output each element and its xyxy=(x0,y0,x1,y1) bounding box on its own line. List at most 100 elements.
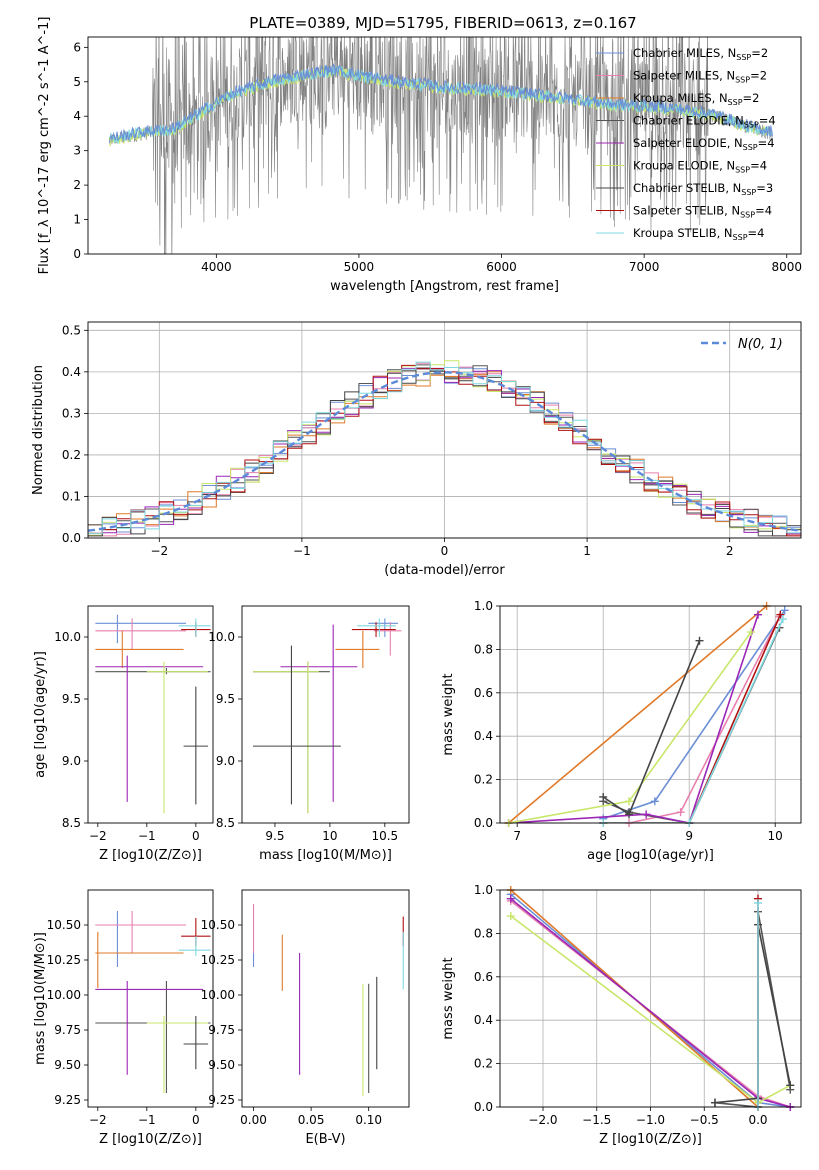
x-tick-label: 0 xyxy=(441,544,449,558)
legend-label: N(0, 1) xyxy=(738,337,783,352)
y-tick-label: 0.2 xyxy=(62,448,81,462)
y-tick-label: 9.25 xyxy=(54,1093,81,1107)
x-tick-label: −1.5 xyxy=(582,1113,611,1127)
x-tick-label: 0 xyxy=(192,1113,200,1127)
legend-label-suffix: =4 xyxy=(748,226,765,240)
x-tick-label: 9.5 xyxy=(265,829,284,843)
legend-label-suffix: =2 xyxy=(743,91,760,105)
series-point xyxy=(625,797,633,806)
legend-label-text: Kroupa ELODIE, N xyxy=(633,159,735,173)
legend-label-suffix: =3 xyxy=(756,181,773,195)
axes-mass-weight-vs-age: 7 8 9 10 0.0 0.2 0.4 0.6 0.8 1.0 age [log10(age/yr… xyxy=(441,599,801,863)
axes-frame xyxy=(499,605,802,824)
normal-curve xyxy=(87,371,802,532)
series-point xyxy=(711,1098,719,1107)
x-tick-label: −0.5 xyxy=(690,1113,719,1127)
legend-label-text: Salpeter ELODIE, N xyxy=(633,136,743,150)
y-tick-label: 9.25 xyxy=(208,1093,235,1107)
x-tick-label: 10 xyxy=(768,829,783,843)
y-tick-label: 10.00 xyxy=(201,988,235,1002)
y-axis-label: age [log10(age/yr)] xyxy=(33,651,48,778)
legend-label-suffix: =4 xyxy=(758,136,775,150)
x-tick-label: 0.10 xyxy=(355,1113,382,1127)
y-tick-label: 0.6 xyxy=(474,686,493,700)
y-tick-label: 0.6 xyxy=(474,970,493,984)
series-point xyxy=(650,797,659,806)
axes-frame xyxy=(87,321,802,539)
y-tick-label: 8.5 xyxy=(216,816,235,830)
x-tick-label: −1 xyxy=(293,544,311,558)
y-tick-label: 9.50 xyxy=(208,1058,235,1072)
series-line xyxy=(602,640,701,816)
y-tick-label: 10.25 xyxy=(47,953,81,967)
legend-label-sub: SSP xyxy=(744,121,759,130)
axes-frame xyxy=(241,889,410,1108)
x-tick-label: 6000 xyxy=(486,260,517,274)
x-tick-label: 8000 xyxy=(771,260,802,274)
legend-label-suffix: =2 xyxy=(750,69,767,83)
legend-label: Kroupa MILES, NSSP=2 xyxy=(633,91,759,107)
x-axis-label: mass [log10(M/M⊙)] xyxy=(259,848,392,863)
y-axis-label: mass weight xyxy=(441,957,456,1039)
axes-frame xyxy=(499,889,802,1108)
axes-age-vs-mass: 9.5 10 10.5 8.5 9.0 9.5 10.0 mass [log10(M/M⊙)] xyxy=(208,618,402,863)
legend-label-text: Chabrier ELODIE, N xyxy=(633,114,744,128)
legend-label: Chabrier ELODIE, NSSP=4 xyxy=(633,114,776,130)
series-point xyxy=(754,610,762,619)
y-tick-label: 0.4 xyxy=(474,1013,493,1027)
series-point xyxy=(778,615,787,624)
legend-label: Salpeter ELODIE, NSSP=4 xyxy=(633,136,775,152)
y-tick-label: 9.0 xyxy=(216,754,235,768)
legend-label-sub: SSP xyxy=(740,211,755,220)
series-point xyxy=(786,1081,795,1090)
legend-label-text: Salpeter STELIB, N xyxy=(633,204,740,218)
series-point xyxy=(642,810,651,819)
x-tick-label: −2 xyxy=(89,829,107,843)
series-line xyxy=(603,618,784,823)
legend-label: Chabrier STELIB, NSSP=3 xyxy=(633,181,773,197)
x-axis-label: Z [log10(Z/Z⊙)] xyxy=(99,848,202,863)
y-tick-label: 9.75 xyxy=(54,1023,81,1037)
y-tick-label: 9.75 xyxy=(208,1023,235,1037)
legend-label-suffix: =4 xyxy=(750,159,767,173)
y-tick-label: 0.1 xyxy=(62,489,81,503)
series-point xyxy=(625,810,633,819)
x-tick-label: 10.5 xyxy=(371,829,398,843)
x-tick-label: 8 xyxy=(599,829,607,843)
hist-step-line xyxy=(88,360,801,536)
model-spectrum-line xyxy=(108,63,773,144)
x-tick-label: 1 xyxy=(583,544,591,558)
axes-frame xyxy=(87,36,802,255)
y-tick-label: 3 xyxy=(73,144,81,158)
x-tick-label: −1.0 xyxy=(636,1113,665,1127)
y-tick-label: 10.50 xyxy=(201,918,235,932)
y-tick-label: 9.5 xyxy=(62,692,81,706)
legend-label-sub: SSP xyxy=(735,166,750,175)
x-axis-label: Z [log10(Z/Z⊙)] xyxy=(599,1132,702,1147)
y-tick-label: 10.0 xyxy=(54,630,81,644)
y-axis-label: Flux [f_λ 10^-17 erg cm^-2 s^-1 A^-1] xyxy=(37,17,52,275)
legend-label-suffix: =4 xyxy=(759,114,776,128)
y-tick-label: 0.0 xyxy=(474,816,493,830)
y-tick-label: 6 xyxy=(73,40,81,54)
legend-label-text: Chabrier MILES, N xyxy=(633,46,736,60)
data-spectrum-line xyxy=(109,37,773,254)
series-point xyxy=(506,912,515,921)
legend-label-suffix: =2 xyxy=(751,46,768,60)
y-tick-label: 0.2 xyxy=(474,773,493,787)
series-line xyxy=(508,631,752,823)
y-tick-label: 4 xyxy=(73,109,81,123)
legend-label: Salpeter MILES, NSSP=2 xyxy=(633,69,767,85)
series-point xyxy=(747,628,756,637)
x-tick-label: 4000 xyxy=(201,260,232,274)
series-line xyxy=(508,606,768,823)
y-tick-label: 10.50 xyxy=(47,918,81,932)
x-tick-label: −1 xyxy=(138,1113,156,1127)
x-axis-label: (data-model)/error xyxy=(384,563,505,578)
model-spectrum-line xyxy=(108,65,773,144)
y-tick-label: 1.0 xyxy=(474,599,493,613)
legend-label-text: Kroupa MILES, N xyxy=(633,91,728,105)
legend-label-sub: SSP xyxy=(728,98,743,107)
x-axis-label: wavelength [Angstrom, rest frame] xyxy=(330,279,559,294)
y-tick-label: 10.00 xyxy=(47,988,81,1002)
